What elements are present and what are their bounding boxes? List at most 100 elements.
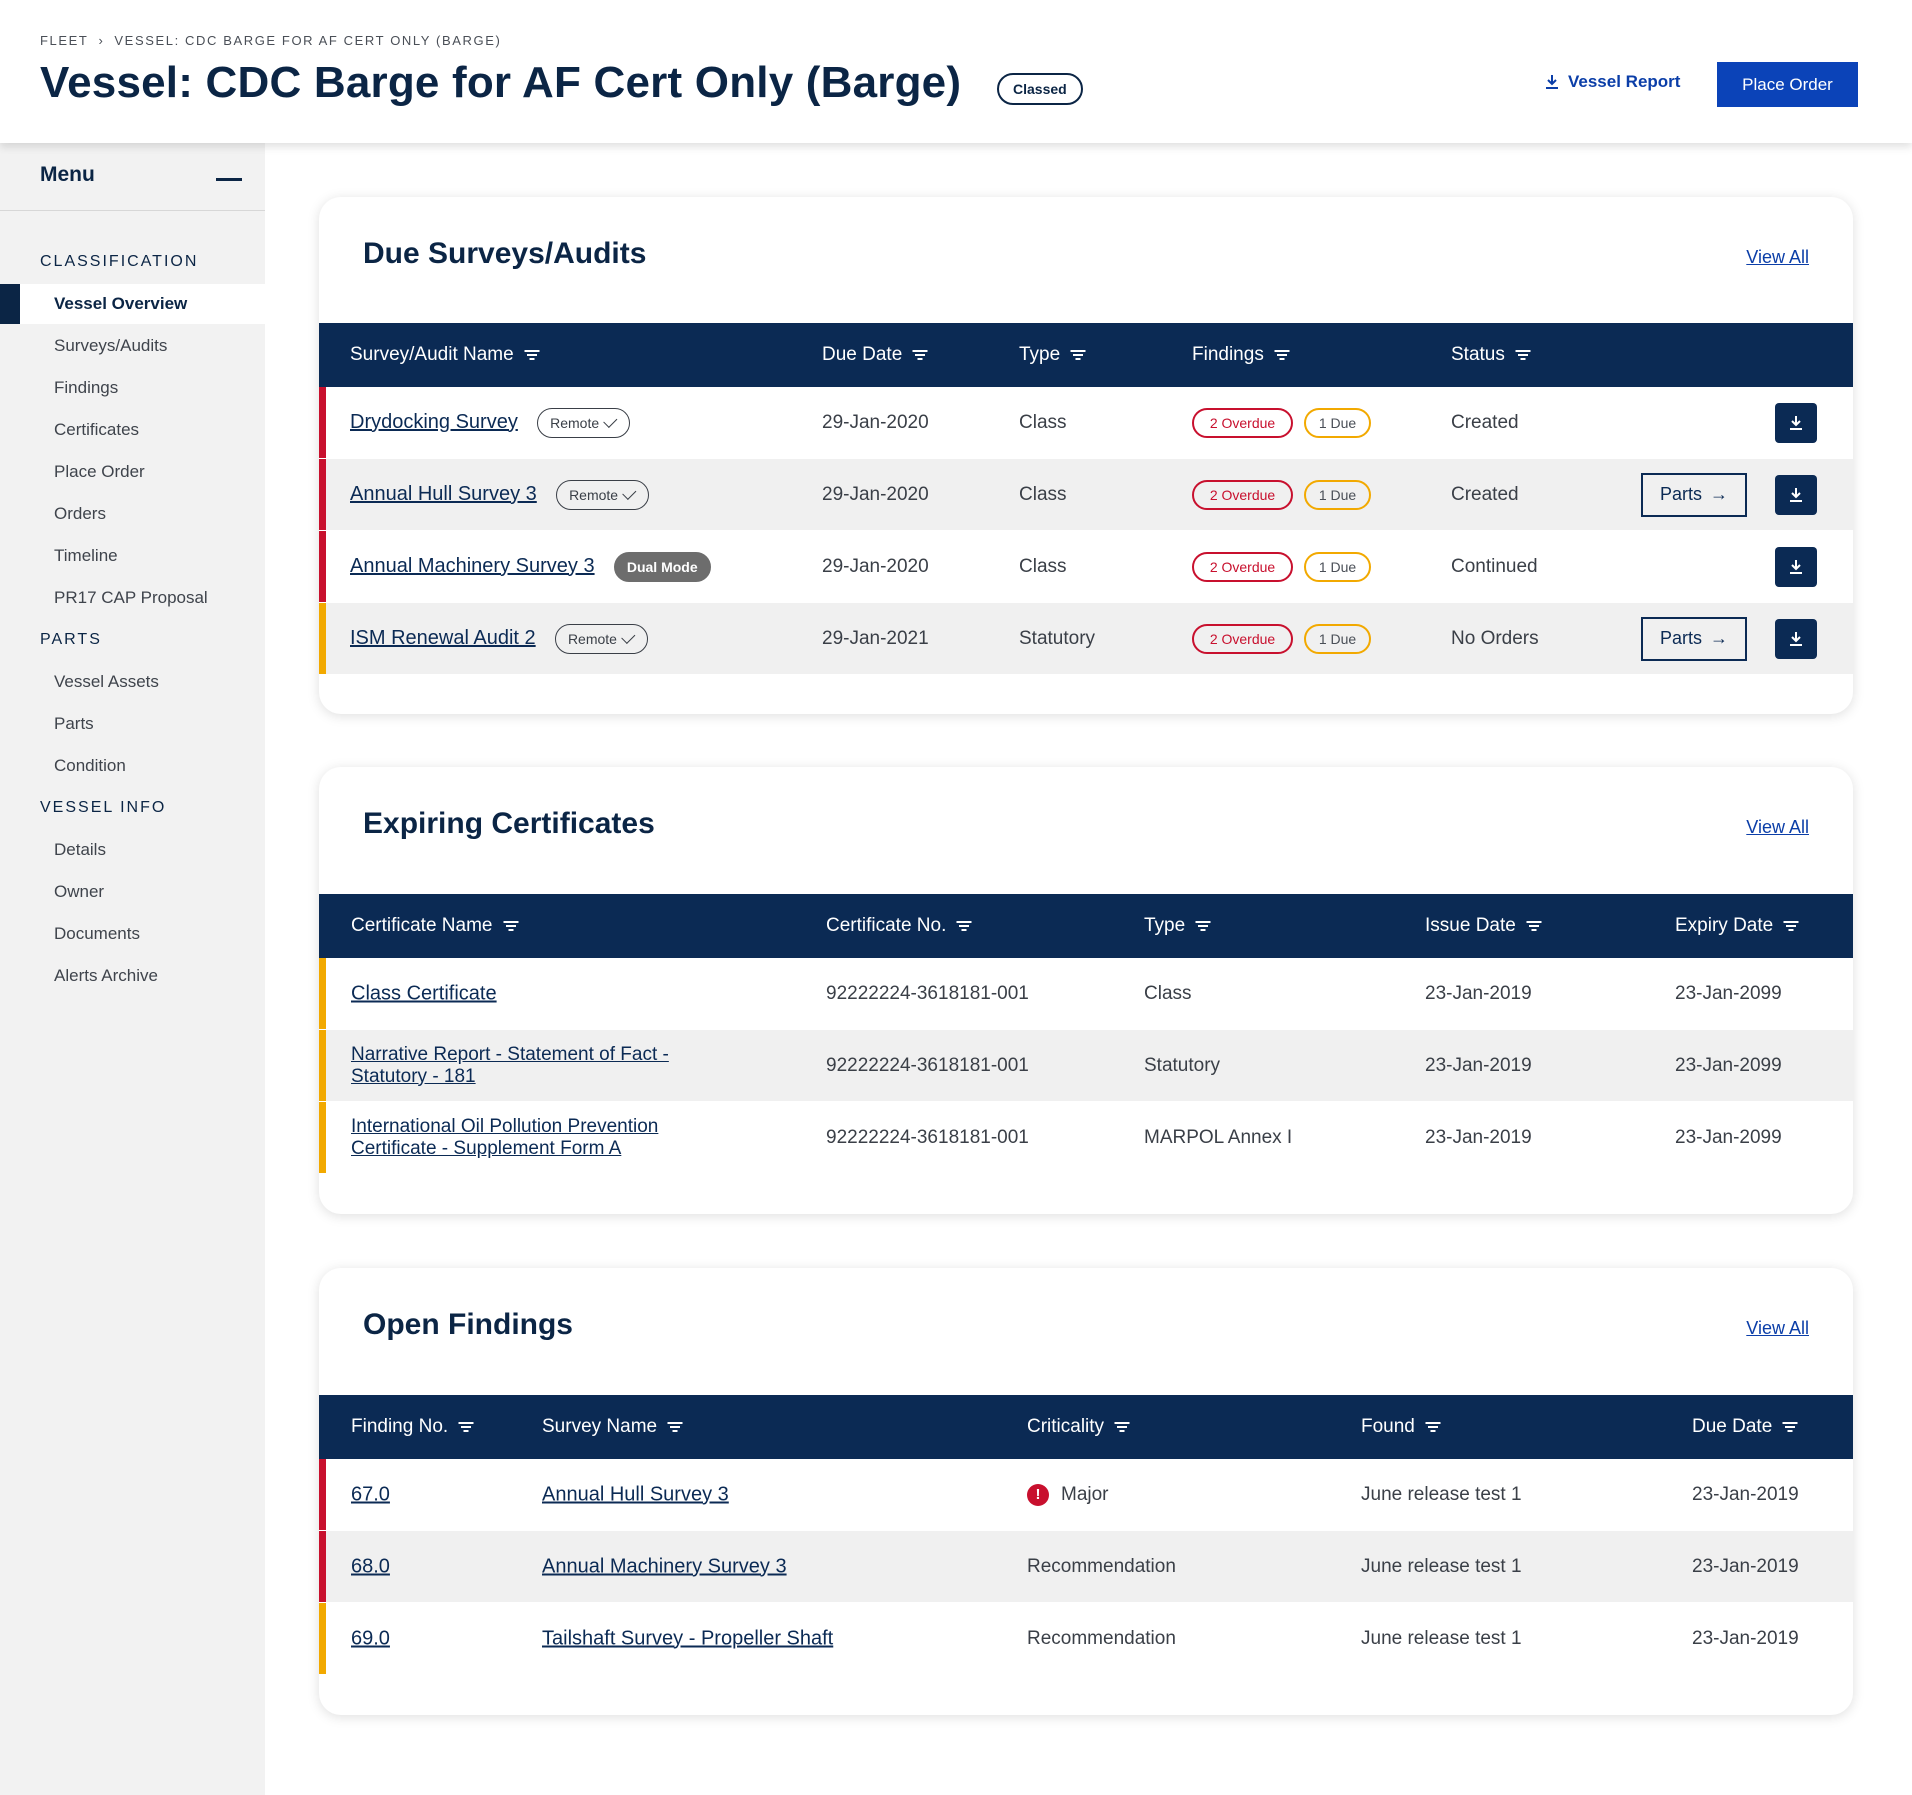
- sidebar-item-owner[interactable]: Owner: [54, 882, 105, 901]
- filter-icon: [503, 920, 519, 932]
- column-header[interactable]: Survey/Audit Name: [350, 344, 540, 366]
- column-header[interactable]: Status: [1451, 344, 1531, 366]
- finding-number-link[interactable]: 69.0: [351, 1627, 390, 1649]
- sidebar-item-timeline[interactable]: Timeline: [54, 546, 118, 565]
- column-header[interactable]: Certificate Name: [351, 915, 519, 937]
- issue-date: 23-Jan-2019: [1425, 1054, 1532, 1076]
- column-header[interactable]: Due Date: [822, 344, 928, 366]
- column-header[interactable]: Findings: [1192, 344, 1290, 366]
- filter-icon: [458, 1421, 474, 1433]
- nav-section-classification: CLASSIFICATION: [40, 253, 199, 270]
- view-all-link[interactable]: View All: [1746, 1318, 1809, 1338]
- vessel-report-button[interactable]: Vessel Report: [1544, 72, 1680, 92]
- sidebar-item-pr17-cap-proposal[interactable]: PR17 CAP Proposal: [54, 588, 208, 607]
- survey-link[interactable]: Tailshaft Survey - Propeller Shaft: [542, 1627, 834, 1649]
- due-badge: 1 Due: [1304, 407, 1371, 438]
- column-header[interactable]: Survey Name: [542, 1416, 683, 1438]
- overdue-badge: 2 Overdue: [1192, 551, 1293, 582]
- filter-icon: [524, 349, 540, 361]
- type: Statutory: [1019, 627, 1096, 649]
- sidebar-item-details[interactable]: Details: [54, 840, 106, 859]
- finding-number-link[interactable]: 68.0: [351, 1555, 390, 1577]
- view-all-link[interactable]: View All: [1746, 817, 1809, 837]
- download-button[interactable]: [1775, 474, 1817, 515]
- survey-link[interactable]: Annual Machinery Survey 3: [542, 1555, 787, 1577]
- due-badge: 1 Due: [1304, 479, 1371, 510]
- certificate-link[interactable]: Narrative Report - Statement of Fact - S…: [351, 1043, 669, 1087]
- remote-tag: Remote: [537, 407, 631, 438]
- criticality: Recommendation: [1027, 1627, 1176, 1649]
- table-row: 67.0 Annual Hull Survey 3 ! Major June re…: [319, 1459, 1853, 1530]
- breadcrumb-fleet[interactable]: FLEET: [40, 33, 89, 48]
- card-title: Expiring Certificates: [363, 807, 655, 840]
- sidebar-item-alerts-archive[interactable]: Alerts Archive: [54, 966, 158, 985]
- nav-section-parts: PARTS: [40, 631, 102, 648]
- sidebar-item-vessel-assets[interactable]: Vessel Assets: [54, 672, 159, 691]
- column-header[interactable]: Found: [1361, 1416, 1441, 1438]
- sidebar-item-surveys-audits[interactable]: Surveys/Audits: [54, 336, 168, 355]
- certificate-link[interactable]: International Oil Pollution Prevention C…: [351, 1115, 659, 1159]
- row-indicator: [319, 531, 326, 602]
- page-header: FLEET › VESSEL: CDC BARGE FOR AF CERT ON…: [0, 0, 1912, 143]
- filter-icon: [956, 920, 972, 932]
- sidebar-item-parts[interactable]: Parts: [54, 714, 94, 733]
- table-row: 68.0 Annual Machinery Survey 3 Recommend…: [319, 1531, 1853, 1602]
- table-row: International Oil Pollution Prevention C…: [319, 1102, 1853, 1173]
- parts-button[interactable]: Parts →: [1641, 472, 1747, 517]
- breadcrumb-vessel: VESSEL: CDC BARGE FOR AF CERT ONLY (BARG…: [114, 33, 502, 48]
- collapse-menu-icon[interactable]: [216, 178, 242, 181]
- status: No Orders: [1451, 627, 1539, 649]
- download-button[interactable]: [1775, 546, 1817, 587]
- sidebar-item-findings[interactable]: Findings: [54, 378, 119, 397]
- certificate-number: 92222224-3618181-001: [826, 1054, 1029, 1076]
- arrow-right-icon: →: [1710, 484, 1728, 504]
- found: June release test 1: [1361, 1555, 1522, 1577]
- sidebar-item-orders[interactable]: Orders: [54, 504, 106, 523]
- filter-icon: [1195, 920, 1211, 932]
- parts-button[interactable]: Parts →: [1641, 616, 1747, 661]
- certificate-link[interactable]: Class Certificate: [351, 982, 497, 1004]
- sidebar-item-certificates[interactable]: Certificates: [54, 420, 140, 439]
- found: June release test 1: [1361, 1627, 1522, 1649]
- filter-icon: [1526, 920, 1542, 932]
- column-header[interactable]: Criticality: [1027, 1416, 1130, 1438]
- sidebar-item-condition[interactable]: Condition: [54, 756, 126, 775]
- table-row: Drydocking Survey Remote 29-Jan-2020 Cla…: [319, 387, 1853, 458]
- download-button[interactable]: [1775, 618, 1817, 659]
- expiring-certificates-card: Expiring Certificates View All Certifica…: [319, 767, 1853, 1214]
- column-header[interactable]: Due Date: [1692, 1416, 1798, 1438]
- filter-icon: [1425, 1421, 1441, 1433]
- survey-link[interactable]: Annual Machinery Survey 3: [350, 554, 595, 577]
- criticality: Recommendation: [1027, 1555, 1176, 1577]
- sidebar-item-documents[interactable]: Documents: [54, 924, 140, 943]
- check-icon: [622, 485, 637, 500]
- finding-number-link[interactable]: 67.0: [351, 1483, 390, 1505]
- view-all-link[interactable]: View All: [1746, 247, 1809, 267]
- survey-link[interactable]: Annual Hull Survey 3: [350, 482, 537, 505]
- download-button[interactable]: [1775, 402, 1817, 443]
- row-indicator: [319, 1531, 326, 1602]
- column-header[interactable]: Expiry Date: [1675, 915, 1799, 937]
- survey-link[interactable]: ISM Renewal Audit 2: [350, 626, 536, 649]
- place-order-button[interactable]: Place Order: [1717, 62, 1858, 107]
- column-header[interactable]: Finding No.: [351, 1416, 474, 1438]
- due-badge: 1 Due: [1304, 551, 1371, 582]
- table-row: Annual Machinery Survey 3 Dual Mode 29-J…: [319, 531, 1853, 602]
- column-header[interactable]: Issue Date: [1425, 915, 1542, 937]
- due-date: 23-Jan-2019: [1692, 1483, 1799, 1505]
- column-header[interactable]: Type: [1019, 344, 1086, 366]
- sidebar-item-place-order[interactable]: Place Order: [54, 462, 145, 481]
- table-header: Finding No. Survey Name Criticality Foun…: [319, 1395, 1853, 1459]
- survey-link[interactable]: Drydocking Survey: [350, 410, 518, 433]
- survey-link[interactable]: Annual Hull Survey 3: [542, 1483, 729, 1505]
- row-indicator: [319, 1030, 326, 1101]
- column-header[interactable]: Type: [1144, 915, 1211, 937]
- sidebar-item-vessel-overview[interactable]: Vessel Overview: [0, 284, 265, 324]
- nav-section-vessel-info: VESSEL INFO: [40, 799, 167, 816]
- vessel-report-label: Vessel Report: [1568, 72, 1681, 91]
- due-date: 29-Jan-2020: [822, 555, 929, 577]
- column-header[interactable]: Certificate No.: [826, 915, 972, 937]
- expiry-date: 23-Jan-2099: [1675, 1054, 1782, 1076]
- table-row: Annual Hull Survey 3 Remote 29-Jan-2020 …: [319, 459, 1853, 530]
- table-row: Narrative Report - Statement of Fact - S…: [319, 1030, 1853, 1101]
